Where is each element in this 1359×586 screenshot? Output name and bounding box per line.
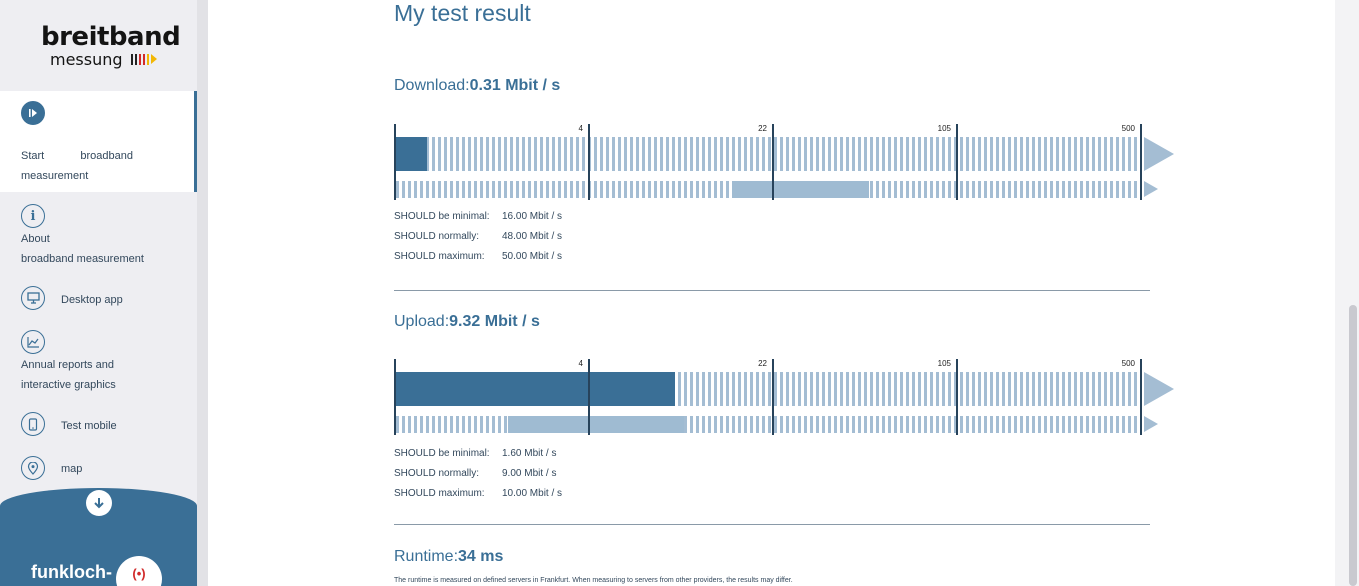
should-key: SHOULD normally: xyxy=(394,231,480,242)
download-label: Download: xyxy=(394,77,470,94)
upload-should-normal: SHOULD normally: 9.00 Mbit / s xyxy=(394,468,556,479)
scale-arrow-icon xyxy=(1144,137,1174,171)
tick-label-500: 500 xyxy=(1121,124,1135,133)
upload-label: Upload: xyxy=(394,313,450,330)
sidebar-item-start-measurement[interactable]: Start broadband measurement xyxy=(0,91,197,192)
scale-line-4 xyxy=(588,124,590,200)
info-icon: i xyxy=(21,204,45,228)
logo-bars-icon xyxy=(131,53,157,65)
download-should-normal: SHOULD normally: 48.00 Mbit / s xyxy=(394,231,562,242)
sidebar-item-map[interactable]: map xyxy=(0,455,197,485)
sidebar-item-annual-reports-text: Annual reports and interactive graphics xyxy=(21,355,116,395)
phone-icon xyxy=(21,412,45,436)
section-divider xyxy=(394,524,1150,525)
section-divider xyxy=(394,290,1150,291)
sidebar-gutter xyxy=(197,0,208,586)
sidebar-item-about[interactable]: i About broadband measurement xyxy=(0,200,197,272)
sidebar-item-annual-label-a: Annual reports and xyxy=(21,359,114,371)
download-measured-bar xyxy=(396,137,427,171)
runtime-label: Runtime: xyxy=(394,548,459,565)
should-value: 1.60 Mbit / s xyxy=(502,448,557,459)
upload-expected-range xyxy=(508,416,684,433)
monitor-icon xyxy=(21,286,45,310)
sidebar-item-about-text: About broadband measurement xyxy=(21,229,144,269)
upload-chart: 4 22 105 500 xyxy=(394,355,1184,435)
upload-should-max: SHOULD maximum: 10.00 Mbit / s xyxy=(394,488,562,499)
sidebar-item-test-mobile[interactable]: Test mobile xyxy=(0,410,197,442)
sidebar-item-desktop-app[interactable]: Desktop app xyxy=(0,284,197,316)
chart-icon xyxy=(21,330,45,354)
sidebar-item-start-text: Start broadband measurement xyxy=(21,146,133,186)
tick-label-4: 4 xyxy=(578,359,583,368)
should-key: SHOULD be minimal: xyxy=(394,211,490,222)
scale-line-22 xyxy=(772,124,774,200)
sidebar-item-about-label-a: About xyxy=(21,233,50,245)
sidebar-item-desktop-app-label: Desktop app xyxy=(61,294,123,306)
map-pin-icon xyxy=(21,456,45,480)
download-should-min: SHOULD be minimal: 16.00 Mbit / s xyxy=(394,211,562,222)
logo-word-messung: messung xyxy=(50,50,123,69)
should-key: SHOULD maximum: xyxy=(394,251,485,262)
tick-label-105: 105 xyxy=(937,359,951,368)
download-heading: Download:0.31 Mbit / s xyxy=(394,77,560,95)
sidebar-item-annual-label-b: interactive graphics xyxy=(21,379,116,391)
download-expected-range xyxy=(732,181,869,198)
scale-line-105 xyxy=(956,359,958,435)
scale-start-line xyxy=(394,124,396,200)
scale-line-105 xyxy=(956,124,958,200)
logo-word-breitband: breitband xyxy=(41,22,181,52)
arrow-down-icon[interactable] xyxy=(86,490,112,516)
funkloch-promo-text[interactable]: funkloch- xyxy=(31,562,112,582)
tick-label-22: 22 xyxy=(758,359,767,368)
runtime-heading: Runtime:34 ms xyxy=(394,548,503,566)
sidebar-item-annual-reports[interactable]: Annual reports and interactive graphics xyxy=(0,328,197,398)
scale-line-500 xyxy=(1140,359,1142,435)
should-key: SHOULD normally: xyxy=(394,468,480,479)
tick-label-500: 500 xyxy=(1121,359,1135,368)
upload-heading: Upload:9.32 Mbit / s xyxy=(394,313,540,331)
scale-arrow-icon xyxy=(1144,372,1174,406)
should-key: SHOULD maximum: xyxy=(394,488,485,499)
sidebar-item-start-label-b: broadband xyxy=(80,150,133,162)
logo[interactable]: breitband messung xyxy=(0,0,197,90)
sidebar-item-about-label-b: broadband measurement xyxy=(21,253,144,265)
scale-arrow-small-icon xyxy=(1144,181,1158,197)
should-value: 9.00 Mbit / s xyxy=(502,468,557,479)
play-icon xyxy=(21,101,45,125)
should-value: 10.00 Mbit / s xyxy=(502,488,563,499)
should-value: 48.00 Mbit / s xyxy=(502,231,563,242)
sidebar: breitband messung Start broadband measur… xyxy=(0,0,197,586)
main-content xyxy=(208,0,1335,586)
download-chart: 4 22 105 500 xyxy=(394,120,1184,200)
should-key: SHOULD be minimal: xyxy=(394,448,490,459)
scale-line-4 xyxy=(588,359,590,435)
runtime-value: 34 ms xyxy=(458,548,504,565)
tick-label-4: 4 xyxy=(578,124,583,133)
should-value: 16.00 Mbit / s xyxy=(502,211,563,222)
tick-label-22: 22 xyxy=(758,124,767,133)
upload-value: 9.32 Mbit / s xyxy=(449,313,540,330)
scale-line-22 xyxy=(772,359,774,435)
sidebar-item-map-label: map xyxy=(61,463,83,475)
sidebar-item-start-label-c: measurement xyxy=(21,170,89,182)
scrollbar-thumb[interactable] xyxy=(1349,305,1357,586)
download-should-max: SHOULD maximum: 50.00 Mbit / s xyxy=(394,251,562,262)
tick-label-105: 105 xyxy=(937,124,951,133)
page-title: My test result xyxy=(394,0,531,26)
download-value: 0.31 Mbit / s xyxy=(469,77,561,94)
sidebar-item-start-label-a: Start xyxy=(21,150,45,162)
upload-measured-bar xyxy=(396,372,675,406)
download-measured-track xyxy=(396,137,1141,171)
runtime-note: The runtime is measured on defined serve… xyxy=(394,577,793,584)
should-value: 50.00 Mbit / s xyxy=(502,251,563,262)
scale-line-500 xyxy=(1140,124,1142,200)
sidebar-item-test-mobile-label: Test mobile xyxy=(61,420,117,432)
scale-start-line xyxy=(394,359,396,435)
antenna-signal-icon[interactable]: (•) xyxy=(116,556,162,586)
scale-arrow-small-icon xyxy=(1144,416,1158,432)
upload-should-min: SHOULD be minimal: 1.60 Mbit / s xyxy=(394,448,556,459)
